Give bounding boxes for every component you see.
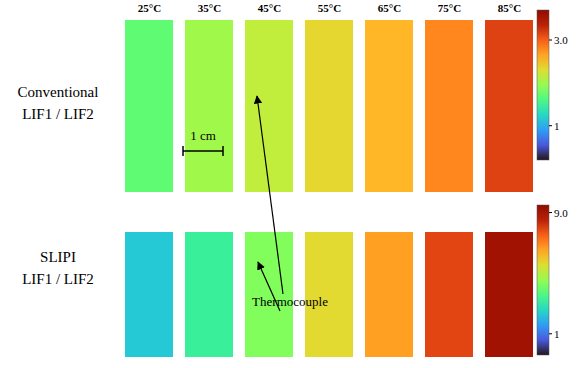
svg-text:SLIPI: SLIPI <box>40 249 76 265</box>
svg-text:Thermocouple: Thermocouple <box>252 294 328 309</box>
svg-text:9.0: 9.0 <box>554 207 568 219</box>
svg-text:1 cm: 1 cm <box>190 128 216 143</box>
svg-text:35°C: 35°C <box>198 2 221 14</box>
svg-text:1: 1 <box>554 328 560 340</box>
svg-text:25°C: 25°C <box>138 2 161 14</box>
svg-text:Conventional: Conventional <box>18 84 99 100</box>
svg-text:55°C: 55°C <box>318 2 341 14</box>
svg-text:LIF1 / LIF2: LIF1 / LIF2 <box>22 106 94 122</box>
svg-text:85°C: 85°C <box>498 2 521 14</box>
svg-text:3.0: 3.0 <box>554 34 568 46</box>
svg-text:1: 1 <box>554 120 560 132</box>
svg-text:65°C: 65°C <box>378 2 401 14</box>
svg-text:75°C: 75°C <box>438 2 461 14</box>
svg-text:45°C: 45°C <box>258 2 281 14</box>
svg-text:LIF1 / LIF2: LIF1 / LIF2 <box>22 271 94 287</box>
